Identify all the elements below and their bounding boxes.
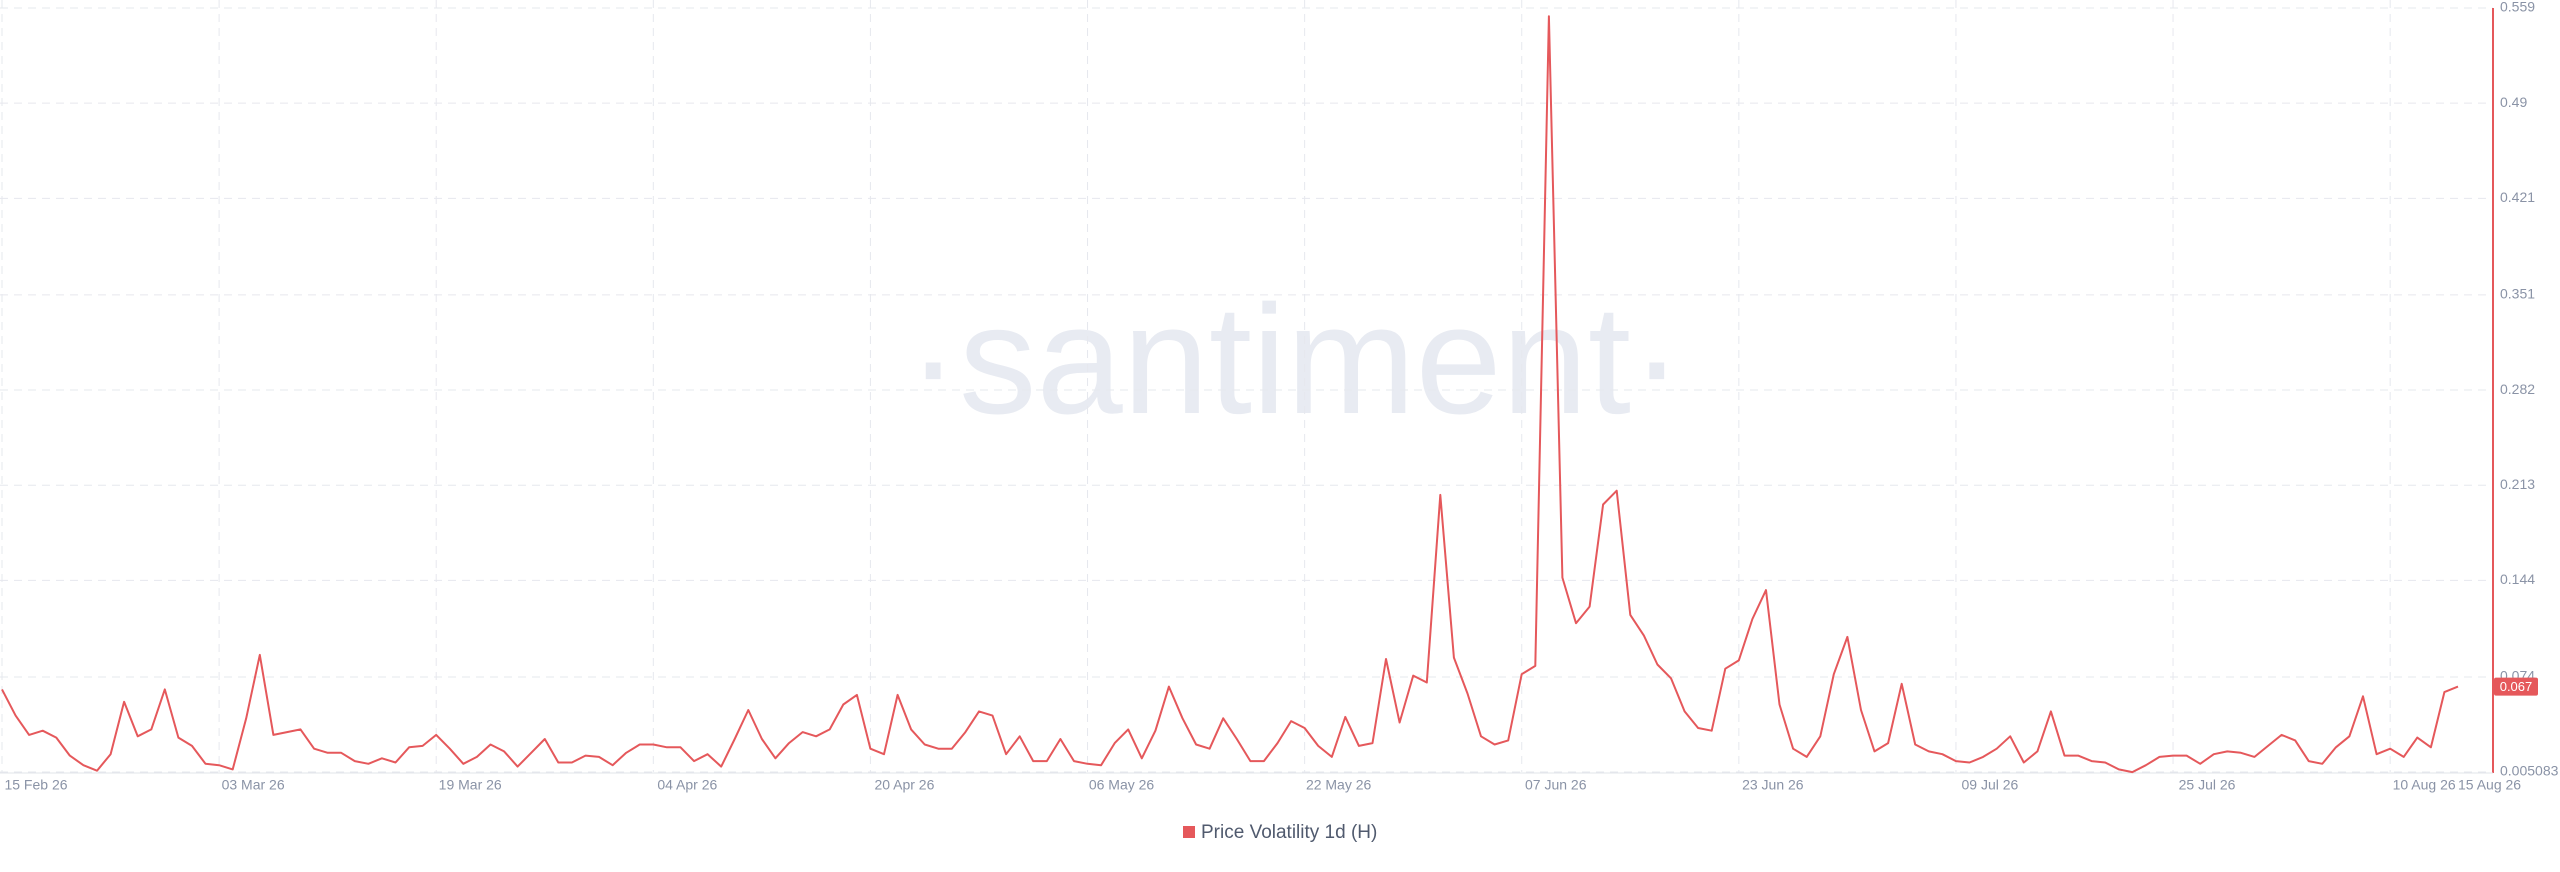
x-tick-label: 19 Mar 26 (439, 777, 502, 793)
x-tick-label: 03 Mar 26 (222, 777, 285, 793)
legend-label: Price Volatility 1d (H) (1201, 822, 1377, 843)
x-tick-label: 09 Jul 26 (1962, 777, 2019, 793)
x-tick-label: 15 Feb 26 (4, 777, 67, 793)
x-tick-label: 07 Jun 26 (1525, 777, 1587, 793)
x-tick-label: 25 Jul 26 (2179, 777, 2236, 793)
y-tick-label: 0.559 (2500, 0, 2535, 15)
x-tick-label: 15 Aug 26 (2458, 777, 2521, 793)
x-tick-label: 06 May 26 (1089, 777, 1155, 793)
x-tick-label: 04 Apr 26 (657, 777, 717, 793)
last-value-label: 0.067 (2500, 679, 2533, 694)
y-tick-label: 0.005083 (2500, 763, 2559, 779)
last-value-badge: 0.067 (2494, 677, 2538, 696)
y-tick-label: 0.282 (2500, 381, 2535, 397)
y-tick-label: 0.144 (2500, 571, 2535, 587)
y-tick-label: 0.421 (2500, 189, 2535, 205)
x-tick-label: 23 Jun 26 (1742, 777, 1804, 793)
y-tick-label: 0.49 (2500, 94, 2527, 110)
x-tick-label: 10 Aug 26 (2393, 777, 2456, 793)
badge-bg (2494, 677, 2538, 696)
x-tick-label: 22 May 26 (1306, 777, 1372, 793)
y-tick-label: 0.351 (2500, 286, 2535, 302)
x-tick-label: 20 Apr 26 (874, 777, 934, 793)
legend-swatch (1183, 826, 1195, 838)
y-tick-label: 0.213 (2500, 476, 2535, 492)
line-series (1, 15, 2459, 774)
watermark: ·santiment· (907, 273, 1682, 446)
